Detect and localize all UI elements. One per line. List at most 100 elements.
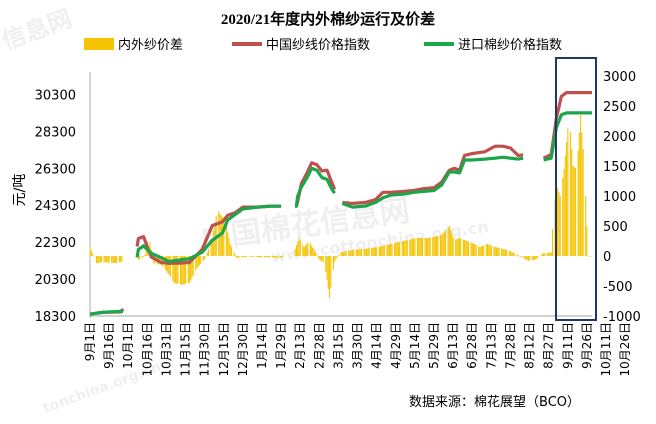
- x-tick-label: 11月15日: [179, 322, 193, 377]
- left-tick-label: 26300: [35, 162, 76, 177]
- spread-bar: [144, 254, 146, 256]
- spread-bar: [509, 251, 512, 256]
- spread-bar: [344, 251, 346, 256]
- spread-bar: [436, 236, 438, 256]
- spread-bar: [298, 238, 300, 256]
- spread-bar: [455, 240, 457, 256]
- x-tick-label: 6月13日: [446, 322, 460, 369]
- spread-bar: [160, 256, 162, 265]
- spread-bar: [382, 245, 384, 256]
- spread-bar: [187, 256, 189, 284]
- spread-bar: [378, 246, 380, 256]
- spread-bar: [501, 248, 503, 256]
- spread-bar: [479, 247, 481, 256]
- spread-bar: [258, 256, 261, 258]
- spread-bar: [517, 255, 519, 256]
- spread-bar: [571, 149, 573, 256]
- spread-bar: [169, 256, 171, 277]
- left-tick-label: 30300: [35, 88, 76, 103]
- spread-bar: [190, 256, 192, 281]
- spread-bar: [391, 243, 393, 256]
- spread-bar: [99, 256, 101, 263]
- spread-bar: [572, 166, 574, 256]
- x-tick-label: 10月26日: [618, 322, 632, 377]
- right-tick-label: 1500: [603, 160, 636, 175]
- spread-bar: [241, 256, 243, 258]
- spread-bar: [564, 155, 566, 256]
- left-tick-label: 28300: [35, 125, 76, 140]
- spread-bar: [548, 252, 550, 256]
- spread-bar: [585, 196, 587, 256]
- x-tick-label: 10月31日: [159, 322, 173, 377]
- spread-bar: [390, 244, 392, 256]
- spread-bar: [573, 167, 575, 256]
- spread-bar: [549, 252, 551, 256]
- spread-bar: [413, 238, 415, 256]
- right-tick-label: 1000: [603, 190, 636, 205]
- spread-bar: [558, 192, 560, 256]
- spread-bar: [280, 256, 282, 258]
- spread-bar: [108, 256, 110, 263]
- spread-bar: [520, 256, 522, 257]
- spread-bar: [318, 256, 320, 260]
- spread-bar: [406, 240, 408, 256]
- spread-bar: [357, 249, 359, 256]
- spread-bar: [458, 238, 461, 256]
- spread-bar: [265, 256, 267, 258]
- spread-bar: [114, 256, 117, 264]
- spread-bar: [353, 249, 355, 256]
- spread-bar: [481, 246, 484, 256]
- spread-bar: [89, 247, 91, 256]
- spread-bar: [460, 238, 462, 256]
- spread-bar: [234, 255, 236, 256]
- spread-bar: [206, 252, 208, 256]
- spread-bar: [488, 244, 490, 256]
- right-tick-label: -1000: [603, 310, 641, 325]
- spread-bar: [422, 238, 424, 256]
- x-tick-label: 10月1日: [121, 322, 135, 369]
- spread-bar: [586, 226, 588, 256]
- spread-bar: [363, 248, 365, 256]
- spread-bar: [355, 249, 357, 256]
- spread-bar: [118, 256, 120, 263]
- spread-bar: [188, 256, 190, 283]
- spread-bar: [387, 244, 389, 256]
- spread-bar: [402, 241, 405, 256]
- spread-bar: [485, 244, 487, 256]
- spread-bar: [257, 256, 259, 258]
- spread-bar: [521, 256, 523, 258]
- spread-bar: [580, 115, 582, 256]
- spread-bar: [410, 239, 412, 256]
- highlight-box: [555, 57, 597, 321]
- price-lines: [89, 91, 593, 316]
- spread-bar: [213, 230, 215, 256]
- spread-bar: [112, 256, 114, 263]
- x-tick-label: 4月14日: [370, 322, 384, 369]
- spread-bar: [516, 254, 518, 256]
- spread-bar: [302, 244, 304, 256]
- spread-bar: [326, 256, 328, 280]
- left-tick-label: 18300: [35, 310, 76, 325]
- spread-bar: [149, 242, 151, 256]
- spread-bar: [113, 256, 115, 264]
- spread-bar: [409, 239, 411, 256]
- spread-bar: [332, 256, 334, 270]
- spread-bar: [587, 256, 589, 257]
- spread-bar: [197, 256, 199, 267]
- spread-bar: [566, 142, 568, 256]
- x-tick-label: 12月15日: [217, 322, 231, 377]
- spread-bar: [442, 233, 444, 256]
- spread-bar: [274, 256, 276, 258]
- spread-bar: [174, 256, 176, 284]
- spread-bar: [386, 244, 388, 256]
- spread-bar: [433, 236, 435, 256]
- x-tick-label: 4月29日: [389, 322, 403, 369]
- legend-label-spread: 内外纱价差: [118, 37, 183, 53]
- spread-bar: [559, 196, 561, 256]
- spread-bar: [246, 256, 248, 257]
- spread-bar: [379, 246, 382, 256]
- spread-bar: [429, 237, 431, 256]
- spread-bar: [452, 237, 454, 256]
- spread-bar: [457, 238, 459, 256]
